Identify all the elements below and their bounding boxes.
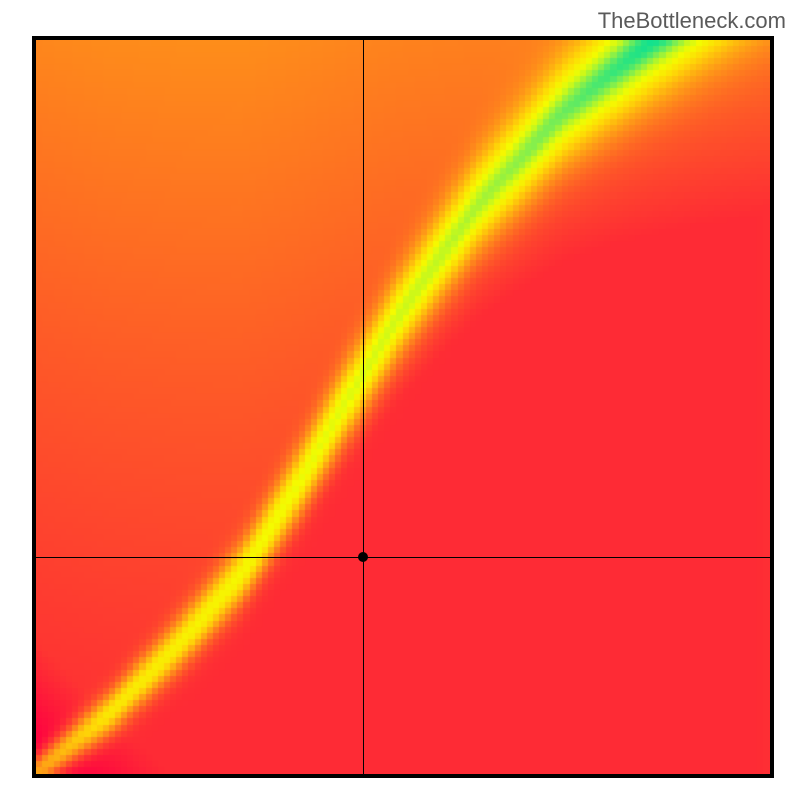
plot-frame [32, 36, 774, 778]
chart-container: TheBottleneck.com [0, 0, 800, 800]
crosshair-horizontal [36, 557, 770, 558]
datapoint-marker [358, 552, 368, 562]
watermark-text: TheBottleneck.com [598, 8, 786, 34]
crosshair-vertical [363, 40, 364, 774]
